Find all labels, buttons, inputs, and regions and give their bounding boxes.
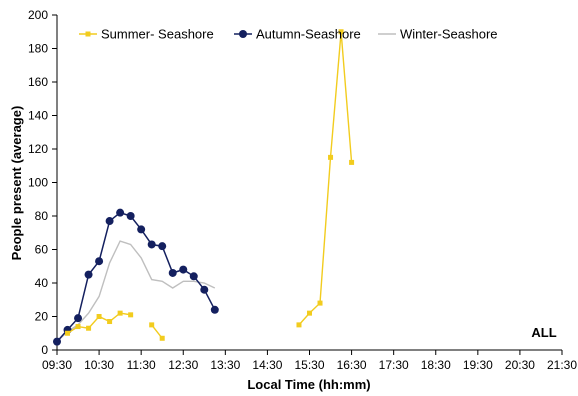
x-tick-label: 14:30 (252, 358, 282, 372)
x-tick-label: 19:30 (463, 358, 493, 372)
data-point (84, 270, 93, 279)
x-tick-label: 16:30 (337, 358, 367, 372)
x-tick-label: 13:30 (210, 358, 240, 372)
y-tick-label: 200 (28, 8, 48, 22)
data-point (128, 312, 134, 318)
data-point (317, 300, 323, 306)
y-tick-label: 40 (35, 276, 49, 290)
data-point (95, 257, 104, 266)
y-tick-label: 60 (35, 243, 49, 257)
data-point (210, 305, 219, 314)
legend-item: Winter-Seashore (378, 27, 498, 42)
y-tick-label: 140 (28, 109, 48, 123)
y-tick-label: 100 (28, 176, 48, 190)
data-point (307, 310, 312, 316)
series-winter-seashore (56, 240, 216, 343)
x-tick-label: 18:30 (421, 358, 451, 372)
data-point (74, 314, 83, 323)
y-tick-label: 180 (28, 42, 48, 56)
data-point (338, 29, 344, 35)
data-point (105, 217, 114, 226)
series-autumn-seashore (53, 208, 219, 346)
data-point (328, 154, 334, 160)
axes (56, 15, 562, 351)
y-axis-title: People present (average) (9, 106, 24, 261)
x-tick-label: 20:30 (505, 358, 535, 372)
data-point (200, 285, 209, 294)
data-point (189, 272, 198, 281)
x-axis-title: Local Time (hh:mm) (247, 377, 370, 392)
data-point (168, 268, 177, 277)
x-tick-label: 15:30 (294, 358, 324, 372)
axis-ticks: 0 20 40 60 80 100 120 140 160 180 200 09:30 10:30 11:… (28, 8, 577, 372)
series-lines (53, 29, 355, 346)
legend-label: Summer- Seashore (101, 27, 214, 42)
data-point (126, 212, 135, 220)
data-point (75, 324, 81, 330)
series-line (298, 31, 353, 326)
series-line (56, 240, 216, 343)
y-tick-label: 160 (28, 75, 48, 89)
data-point (117, 310, 123, 316)
x-tick-label: 17:30 (379, 358, 409, 372)
data-point (158, 242, 167, 251)
y-tick-label: 80 (35, 209, 49, 223)
data-point (137, 225, 146, 234)
data-point (65, 330, 71, 336)
annotation-all: ALL (531, 325, 556, 340)
data-point (96, 314, 102, 319)
data-point (296, 322, 302, 328)
y-tick-label: 0 (41, 343, 48, 357)
x-tick-label: 09:30 (42, 358, 72, 372)
data-point (107, 319, 113, 325)
legend: Summer- Seashore Autumn-Seashore Winter-Se… (79, 27, 498, 42)
legend-item: Summer- Seashore (79, 27, 214, 42)
data-point (179, 265, 188, 274)
legend-label: Autumn-Seashore (256, 27, 361, 42)
y-tick-label: 20 (35, 310, 49, 324)
data-point (159, 335, 165, 341)
data-point (147, 240, 156, 249)
x-tick-label: 11:30 (127, 358, 156, 372)
legend-marker (85, 31, 91, 37)
legend-marker (239, 30, 247, 38)
legend-item: Autumn-Seashore (234, 27, 361, 42)
y-tick-label: 120 (28, 142, 48, 156)
legend-label: Winter-Seashore (400, 27, 498, 42)
x-tick-label: 12:30 (168, 358, 198, 372)
series-summer-seashore (65, 29, 355, 341)
data-point (86, 325, 92, 331)
series-line (56, 211, 216, 343)
data-point (53, 337, 61, 346)
data-point (116, 208, 125, 217)
x-tick-label: 10:30 (84, 358, 114, 372)
data-point (149, 322, 155, 328)
x-tick-label: 21:30 (547, 358, 577, 372)
data-point (349, 159, 355, 165)
